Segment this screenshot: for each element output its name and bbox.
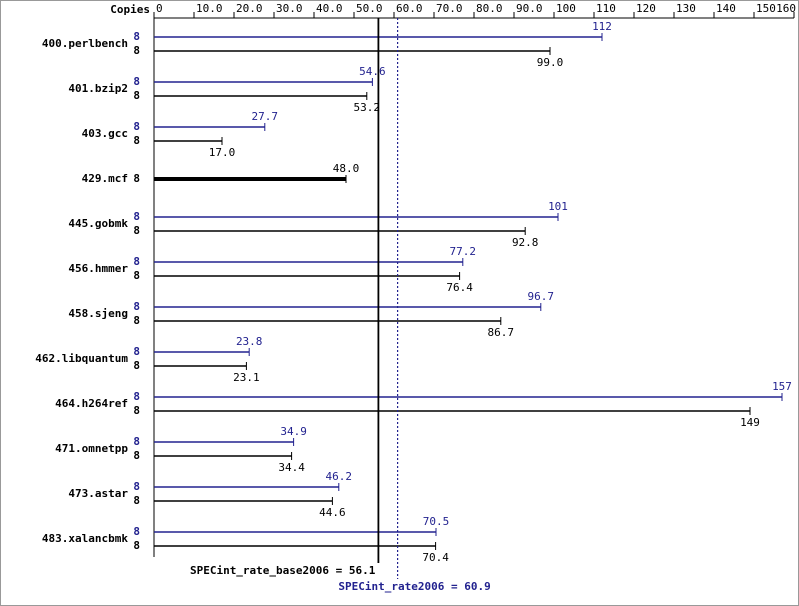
x-tick-label: 110 xyxy=(596,2,616,15)
reference-label: SPECint_rate_base2006 = 56.1 xyxy=(190,564,376,577)
x-tick-label: 10.0 xyxy=(196,2,223,15)
category-label: 401.bzip2 xyxy=(68,82,128,95)
value-label: 17.0 xyxy=(209,146,236,159)
copies: 8 xyxy=(133,224,140,237)
copies: 8 xyxy=(133,345,140,358)
copies: 8 xyxy=(133,480,140,493)
category-label: 483.xalancbmk xyxy=(42,532,128,545)
copies: 8 xyxy=(133,210,140,223)
category-label: 464.h264ref xyxy=(55,397,128,410)
copies: 8 xyxy=(133,30,140,43)
x-tick-label: 140 xyxy=(716,2,736,15)
copies: 8 xyxy=(133,269,140,282)
x-tick-label: 70.0 xyxy=(436,2,463,15)
x-tick-label: 120 xyxy=(636,2,656,15)
copies: 8 xyxy=(133,255,140,268)
x-tick-label: 50.0 xyxy=(356,2,383,15)
x-tick-label: 30.0 xyxy=(276,2,303,15)
value-label: 34.9 xyxy=(280,425,307,438)
value-label: 27.7 xyxy=(252,110,279,123)
value-label: 70.5 xyxy=(423,515,450,528)
x-tick-label: 160 xyxy=(776,2,796,15)
copies: 8 xyxy=(133,300,140,313)
value-label: 157 xyxy=(772,380,792,393)
copies: 8 xyxy=(133,449,140,462)
x-tick-label: 0 xyxy=(156,2,163,15)
category-label: 403.gcc xyxy=(82,127,128,140)
copies: 8 xyxy=(133,172,140,185)
category-label: 445.gobmk xyxy=(68,217,128,230)
category-label: 400.perlbench xyxy=(42,37,128,50)
value-label: 46.2 xyxy=(326,470,353,483)
copies: 8 xyxy=(133,89,140,102)
copies: 8 xyxy=(133,494,140,507)
x-tick-label: 20.0 xyxy=(236,2,263,15)
copies: 8 xyxy=(133,525,140,538)
value-label: 96.7 xyxy=(528,290,555,303)
value-label: 44.6 xyxy=(319,506,346,519)
value-label: 70.4 xyxy=(422,551,449,564)
category-label: 462.libquantum xyxy=(35,352,128,365)
copies: 8 xyxy=(133,539,140,552)
value-label: 34.4 xyxy=(278,461,305,474)
value-label: 76.4 xyxy=(446,281,473,294)
copies: 8 xyxy=(133,404,140,417)
value-label: 92.8 xyxy=(512,236,539,249)
copies: 8 xyxy=(133,390,140,403)
reference-label: SPECint_rate2006 = 60.9 xyxy=(338,580,490,593)
copies: 8 xyxy=(133,314,140,327)
x-tick-label: 60.0 xyxy=(396,2,423,15)
x-tick-label: 90.0 xyxy=(516,2,543,15)
x-tick-label: 40.0 xyxy=(316,2,343,15)
value-label: 77.2 xyxy=(450,245,477,258)
copies: 8 xyxy=(133,120,140,133)
category-label: 458.sjeng xyxy=(68,307,128,320)
copies-header: Copies xyxy=(110,3,150,16)
category-label: 429.mcf xyxy=(82,172,128,185)
x-tick-label: 80.0 xyxy=(476,2,503,15)
value-label: 149 xyxy=(740,416,760,429)
copies: 8 xyxy=(133,134,140,147)
value-label: 112 xyxy=(592,20,612,33)
category-label: 473.astar xyxy=(68,487,128,500)
copies: 8 xyxy=(133,359,140,372)
value-label: 23.8 xyxy=(236,335,263,348)
value-label: 86.7 xyxy=(488,326,515,339)
value-label: 99.0 xyxy=(537,56,564,69)
copies: 8 xyxy=(133,435,140,448)
value-label: 23.1 xyxy=(233,371,260,384)
value-label: 53.2 xyxy=(354,101,381,114)
x-tick-label: 130 xyxy=(676,2,696,15)
value-label: 54.6 xyxy=(359,65,386,78)
copies: 8 xyxy=(133,44,140,57)
x-tick-label: 100 xyxy=(556,2,576,15)
category-label: 456.hmmer xyxy=(68,262,128,275)
x-tick-label: 150 xyxy=(756,2,776,15)
value-label: 48.0 xyxy=(333,162,360,175)
value-label: 101 xyxy=(548,200,568,213)
copies: 8 xyxy=(133,75,140,88)
category-label: 471.omnetpp xyxy=(55,442,128,455)
